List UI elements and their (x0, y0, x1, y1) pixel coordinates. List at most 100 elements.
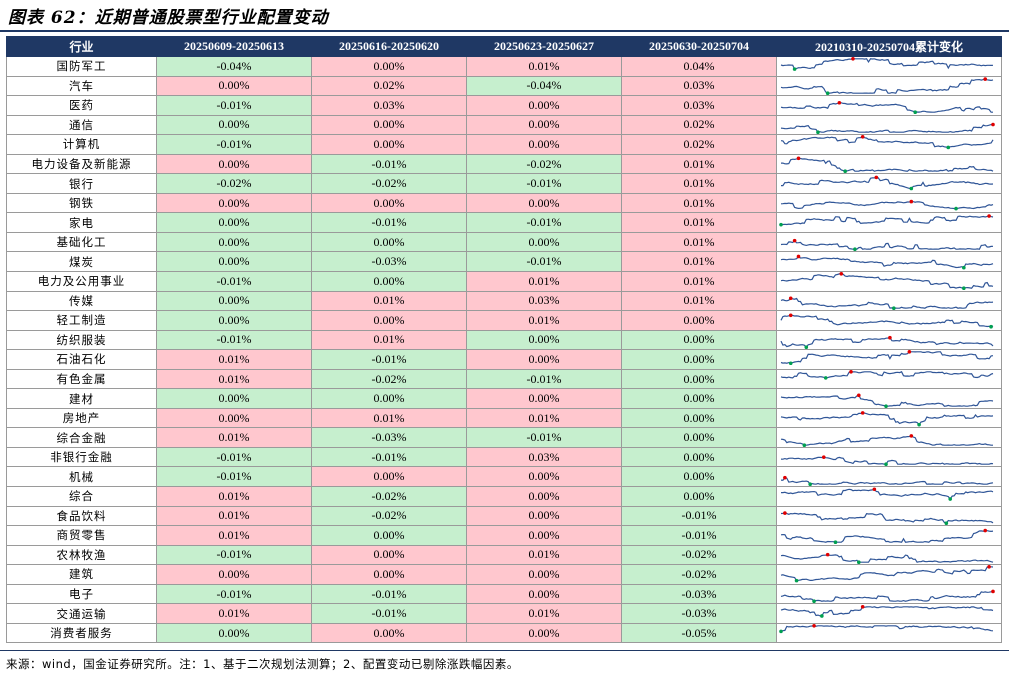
sparkline-max-marker (872, 487, 877, 492)
sparkline-svg (780, 511, 994, 525)
sparkline-svg (780, 135, 994, 150)
industry-name: 家电 (6, 212, 157, 233)
weekly-change-cell: -0.02% (466, 153, 622, 175)
weekly-change-cell: 0.00% (311, 192, 467, 214)
sparkline-svg (780, 589, 995, 603)
cumulative-sparkline (776, 56, 1002, 77)
industry-name: 有色金属 (6, 368, 157, 390)
weekly-change-cell: 0.01% (621, 153, 777, 175)
weekly-change-cell: -0.03% (621, 603, 777, 624)
weekly-change-cell: 0.00% (466, 525, 622, 546)
weekly-change-cell: 0.00% (156, 75, 312, 97)
sparkline-path (780, 512, 994, 524)
weekly-change-cell: 0.00% (311, 114, 467, 136)
weekly-change-cell: 0.00% (466, 622, 622, 644)
weekly-change-cell: 0.00% (311, 388, 467, 409)
table-row: 基础化工 0.00% 0.00% 0.00% 0.01% (6, 231, 1002, 253)
weekly-change-cell: 0.00% (156, 192, 312, 214)
weekly-change-cell: 0.00% (156, 622, 312, 644)
weekly-change-cell: -0.01% (466, 173, 622, 194)
sparkline-max-marker (983, 529, 988, 533)
weekly-change-cell: 0.00% (311, 544, 467, 566)
sparkline-svg (780, 433, 993, 447)
sparkline-max-marker (792, 239, 797, 243)
weekly-change-cell: 0.00% (466, 564, 622, 585)
table-row: 机械 -0.01% 0.00% 0.00% 0.00% (6, 466, 1002, 488)
sparkline-path (780, 553, 994, 563)
header-week-4: 20250630-20250704 (621, 36, 777, 57)
sparkline-max-marker (788, 313, 793, 318)
weekly-change-cell: 0.00% (466, 192, 622, 214)
weekly-change-cell: 0.00% (466, 466, 622, 488)
cumulative-sparkline (776, 212, 1002, 233)
sparkline-svg (780, 101, 993, 115)
cumulative-sparkline (776, 466, 1002, 488)
industry-name: 国防军工 (6, 56, 157, 77)
weekly-change-cell: 0.03% (621, 95, 777, 116)
table-row: 家电 0.00% -0.01% -0.01% 0.01% (6, 212, 1002, 233)
weekly-change-cell: -0.03% (311, 251, 467, 273)
sparkline-max-marker (909, 199, 914, 204)
sparkline-path (780, 58, 994, 71)
footer-divider (0, 650, 1009, 651)
header-week-1: 20250609-20250613 (156, 36, 312, 57)
cumulative-sparkline (776, 173, 1002, 194)
sparkline-svg (780, 254, 994, 270)
table-row: 综合 0.01% -0.02% 0.00% 0.00% (6, 486, 1002, 507)
industry-name: 消费者服务 (6, 622, 157, 644)
weekly-change-cell: 0.01% (156, 349, 312, 370)
table-row: 钢铁 0.00% 0.00% 0.00% 0.01% (6, 192, 1002, 214)
cumulative-sparkline (776, 525, 1002, 546)
weekly-change-cell: 0.01% (156, 486, 312, 507)
sparkline-path (780, 590, 994, 602)
sparkline-max-marker (796, 156, 801, 161)
sparkline-path (780, 102, 993, 114)
cumulative-sparkline (776, 153, 1002, 175)
weekly-change-cell: 0.00% (621, 349, 777, 370)
weekly-change-cell: -0.04% (466, 75, 622, 97)
table-row: 国防军工 -0.04% 0.00% 0.01% 0.04% (6, 56, 1002, 77)
cumulative-sparkline (776, 75, 1002, 97)
sparkline-path (780, 297, 994, 309)
sparkline-svg (780, 475, 994, 486)
industry-name: 综合 (6, 486, 157, 507)
sparkline-path (780, 201, 994, 210)
weekly-change-cell: 0.00% (466, 329, 622, 351)
weekly-change-cell: 0.01% (156, 603, 312, 624)
weekly-change-cell: 0.01% (311, 329, 467, 351)
weekly-change-cell: 0.03% (466, 290, 622, 312)
table-row: 建材 0.00% 0.00% 0.00% 0.00% (6, 388, 1002, 409)
weekly-change-cell: -0.01% (156, 583, 312, 605)
table-row: 计算机 -0.01% 0.00% 0.00% 0.02% (6, 134, 1002, 155)
weekly-change-cell: -0.01% (156, 466, 312, 488)
sparkline-max-marker (837, 101, 842, 105)
weekly-change-cell: -0.01% (156, 544, 312, 566)
weekly-change-cell: 0.00% (156, 407, 312, 429)
weekly-change-cell: 0.00% (156, 388, 312, 409)
weekly-change-cell: 0.00% (311, 564, 467, 585)
sparkline-path (780, 273, 994, 290)
sparkline-min-marker (843, 169, 847, 173)
sparkline-min-marker (804, 345, 809, 349)
cumulative-sparkline (776, 134, 1002, 155)
sparkline-svg (780, 122, 995, 134)
sparkline-max-marker (907, 350, 912, 355)
sparkline-max-marker (812, 624, 816, 628)
sparkline-path (780, 215, 994, 225)
weekly-change-cell: 0.00% (466, 486, 622, 507)
weekly-change-cell: -0.01% (466, 251, 622, 273)
sparkline-path (780, 371, 994, 379)
weekly-change-cell: 0.04% (621, 56, 777, 77)
weekly-change-cell: -0.01% (466, 427, 622, 448)
industry-name: 医药 (6, 95, 157, 116)
sparkline-min-marker (856, 560, 861, 564)
sparkline-path (780, 530, 994, 544)
weekly-change-cell: 0.01% (621, 212, 777, 233)
cumulative-sparkline (776, 427, 1002, 448)
weekly-change-cell: 0.01% (621, 290, 777, 312)
cumulative-sparkline (776, 622, 1002, 644)
sparkline-svg (780, 335, 994, 349)
sparkline-max-marker (991, 589, 995, 594)
sparkline-svg (780, 411, 994, 427)
industry-name: 电力设备及新能源 (6, 153, 157, 175)
